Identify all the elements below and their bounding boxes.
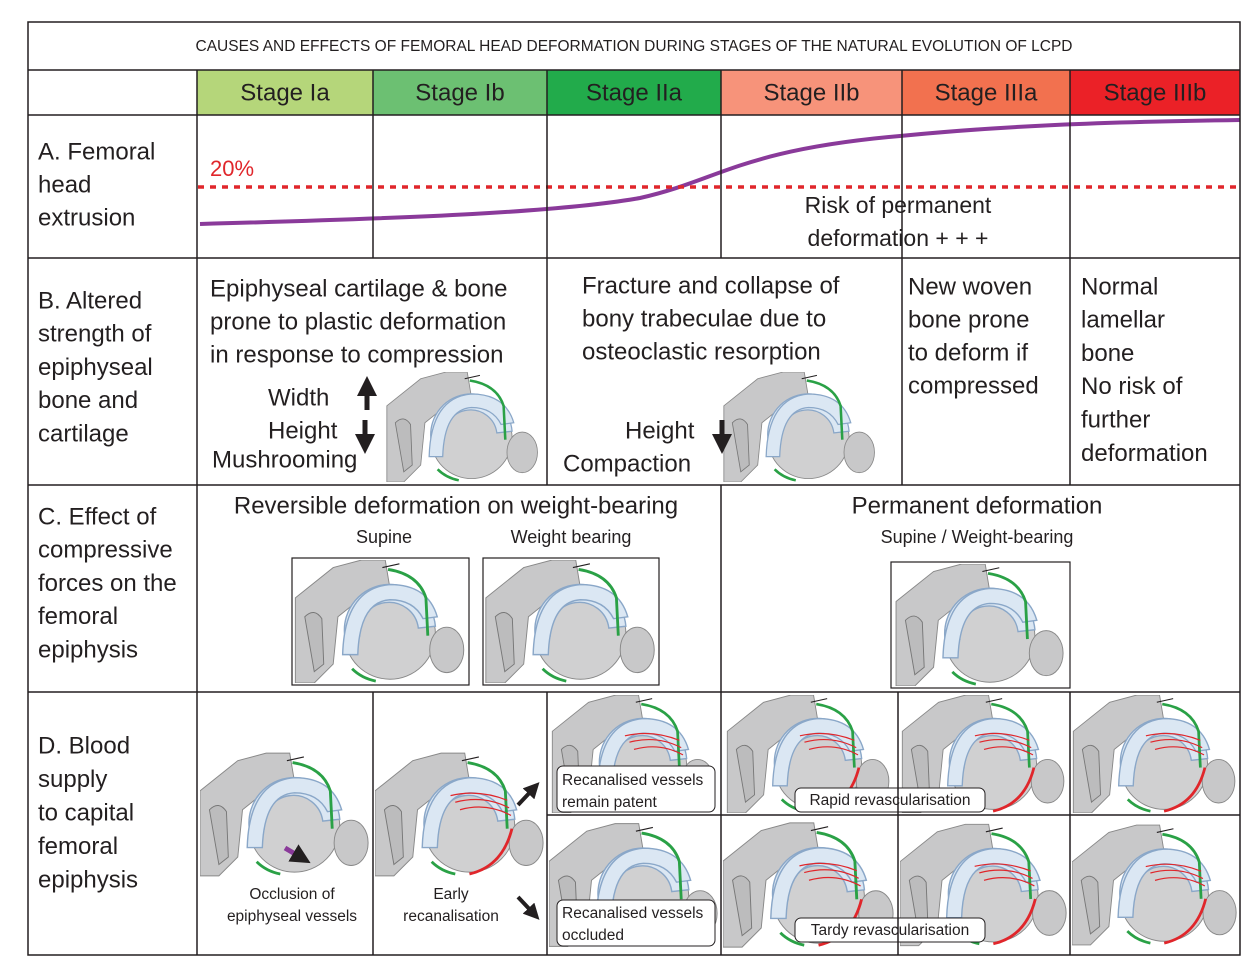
caption: occluded (562, 927, 624, 944)
cell-text: deformation (1081, 440, 1208, 467)
note: Risk of permanent (805, 192, 992, 218)
effect: Mushrooming (212, 446, 357, 473)
row-label: A. Femoral (38, 138, 155, 165)
cell-text: bone (1081, 340, 1134, 367)
caption: recanalisation (403, 908, 499, 925)
note: deformation + + + (808, 225, 989, 251)
view-label: Weight bearing (511, 527, 632, 547)
stage-label: Stage IIIb (1104, 79, 1207, 106)
caption: Tardy revascularisation (811, 922, 970, 939)
row-label: femoral (38, 833, 118, 860)
effect: Compaction (563, 450, 691, 477)
row-label: strength of (38, 321, 152, 348)
caption: Early (433, 886, 469, 903)
row-label: epiphyseal (38, 354, 153, 381)
view-label: Supine / Weight-bearing (881, 527, 1074, 547)
effect: Height (268, 417, 338, 444)
cell-text: further (1081, 407, 1150, 434)
row-label: bone and (38, 387, 138, 414)
row-label: compressive (38, 537, 173, 564)
view-label: Supine (356, 527, 412, 547)
effect: Width (268, 384, 329, 411)
row-label: extrusion (38, 204, 135, 231)
row-label: epiphysis (38, 637, 138, 664)
threshold-label: 20% (210, 156, 254, 181)
cell-text: bony trabeculae due to (582, 305, 826, 332)
cell-text: in response to compression (210, 341, 503, 368)
caption: Recanalised vessels (562, 905, 704, 922)
row-label: to capital (38, 799, 134, 826)
cell-text: to deform if (908, 339, 1028, 366)
stage-header (197, 70, 1240, 115)
caption: epiphyseal vessels (227, 908, 357, 925)
row-label: forces on the (38, 570, 177, 597)
row-label: cartilage (38, 421, 129, 448)
stage-label: Stage IIb (763, 79, 859, 106)
cell-text: Epiphyseal cartilage & bone (210, 275, 508, 302)
caption: remain patent (562, 794, 657, 811)
row-label: D. Blood (38, 732, 130, 759)
figure: CAUSES AND EFFECTS OF FEMORAL HEAD DEFOR… (0, 0, 1245, 962)
cell-text: Normal (1081, 273, 1158, 300)
cell-text: New woven (908, 273, 1032, 300)
title: CAUSES AND EFFECTS OF FEMORAL HEAD DEFOR… (196, 38, 1073, 55)
row-label: C. Effect of (38, 503, 157, 530)
row-label: head (38, 171, 91, 198)
stage-label: Stage Ia (240, 79, 330, 106)
cell-text: lamellar (1081, 307, 1165, 334)
effect: Height (625, 417, 695, 444)
stage-label: Stage IIa (586, 79, 683, 106)
cell-text: No risk of (1081, 373, 1183, 400)
stage-label: Stage IIIa (935, 79, 1038, 106)
stage-label: Stage Ib (415, 79, 504, 106)
cell-text: compressed (908, 372, 1039, 399)
caption: Rapid revascularisation (809, 792, 970, 809)
cell-text: Fracture and collapse of (582, 272, 840, 299)
row-label: B. Altered (38, 287, 142, 314)
row-label: supply (38, 766, 107, 793)
row-label: epiphysis (38, 866, 138, 893)
extrusion-curve (200, 120, 1240, 224)
row-label: femoral (38, 603, 118, 630)
cell-text: prone to plastic deformation (210, 308, 506, 335)
heading: Permanent deformation (852, 492, 1103, 519)
heading: Reversible deformation on weight-bearing (234, 492, 678, 519)
cell-text: osteoclastic resorption (582, 338, 821, 365)
cell-text: bone prone (908, 306, 1029, 333)
caption: Recanalised vessels (562, 772, 704, 789)
caption: Occlusion of (249, 886, 335, 903)
